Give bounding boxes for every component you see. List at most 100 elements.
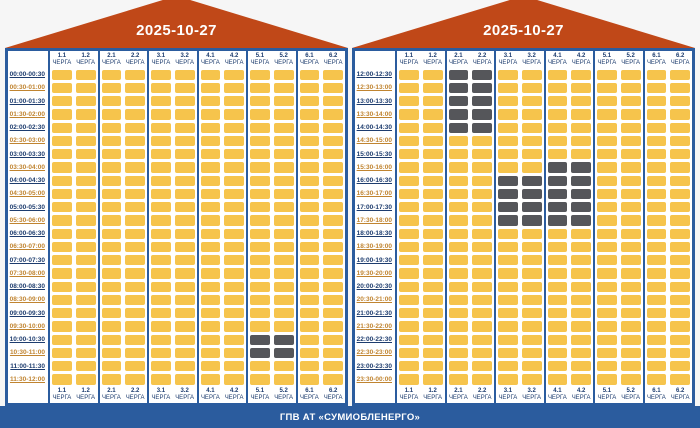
power-cell bbox=[299, 308, 320, 319]
power-cell bbox=[498, 241, 518, 252]
power-cell bbox=[670, 255, 690, 266]
power-cell bbox=[422, 334, 443, 345]
power-cell bbox=[422, 175, 443, 186]
queue-group: 2.1 ЧЕРГА 2.2 ЧЕРГА 2.1 ЧЕРГА 2.2 ЧЕРГА bbox=[444, 51, 495, 403]
schedule-row bbox=[100, 346, 148, 359]
power-cell bbox=[422, 294, 443, 305]
queue-number: 6.2 bbox=[675, 387, 685, 394]
schedule-row bbox=[595, 187, 643, 200]
schedule-row bbox=[149, 134, 197, 147]
power-cell bbox=[75, 215, 96, 226]
power-cell bbox=[399, 294, 419, 305]
outage-cell bbox=[571, 175, 591, 186]
schedule-row bbox=[595, 68, 643, 81]
power-cell bbox=[224, 321, 244, 332]
schedule-row bbox=[149, 333, 197, 346]
schedule-row bbox=[199, 134, 247, 147]
power-cell bbox=[101, 268, 122, 279]
power-cell bbox=[250, 202, 270, 213]
outage-cell bbox=[472, 96, 492, 107]
power-cell bbox=[174, 374, 195, 385]
schedule-row bbox=[595, 333, 643, 346]
power-cell bbox=[498, 268, 518, 279]
queue-sublabel: ЧЕРГА bbox=[472, 394, 492, 401]
schedule-row bbox=[248, 346, 296, 359]
schedule-row bbox=[645, 121, 693, 134]
power-cell bbox=[200, 69, 221, 80]
power-cell bbox=[323, 109, 343, 120]
schedule-row bbox=[595, 201, 643, 214]
power-cell bbox=[200, 268, 221, 279]
schedule-row bbox=[397, 95, 445, 108]
schedule-row bbox=[447, 333, 495, 346]
power-cell bbox=[571, 149, 591, 160]
power-cell bbox=[323, 96, 343, 107]
time-label: 08:30-09:00 bbox=[9, 296, 45, 304]
power-cell bbox=[299, 122, 320, 133]
power-cell bbox=[151, 188, 171, 199]
power-cell bbox=[101, 135, 122, 146]
queue-sublabel: ЧЕРГА bbox=[101, 59, 121, 66]
schedule-row bbox=[447, 373, 495, 386]
power-cell bbox=[571, 82, 591, 93]
power-cell bbox=[250, 162, 270, 173]
schedule-row bbox=[645, 293, 693, 306]
power-cell bbox=[620, 321, 641, 332]
power-cell bbox=[273, 135, 294, 146]
power-cell bbox=[597, 361, 617, 372]
power-cell bbox=[547, 228, 568, 239]
schedule-row bbox=[199, 254, 247, 267]
power-cell bbox=[273, 69, 294, 80]
queue-header: 4.2 ЧЕРГА bbox=[569, 386, 593, 403]
queue-header: 6.1 ЧЕРГА bbox=[645, 51, 669, 68]
panels-container: 2025-10-27 00:00-00:30 00:30-01:00 01:00-0… bbox=[5, 0, 695, 406]
power-cell bbox=[597, 149, 617, 160]
schedule-row bbox=[397, 240, 445, 253]
queue-number: 3.1 bbox=[156, 52, 166, 59]
schedule-grid: 12:00-12:30 12:30-13:00 13:00-13:30 13:30-1… bbox=[352, 48, 695, 406]
power-cell bbox=[174, 69, 195, 80]
schedule-row bbox=[496, 81, 544, 94]
power-cell bbox=[224, 96, 244, 107]
time-label: 01:30-02:00 bbox=[9, 110, 45, 118]
queue-header: 2.1 ЧЕРГА bbox=[447, 386, 471, 403]
power-cell bbox=[472, 255, 492, 266]
power-cell bbox=[299, 241, 320, 252]
power-cell bbox=[174, 149, 195, 160]
queue-sublabel: ЧЕРГА bbox=[224, 59, 244, 66]
schedule-row bbox=[199, 148, 247, 161]
queue-header-row-bottom: 1.1 ЧЕРГА 1.2 ЧЕРГА bbox=[397, 386, 445, 403]
queue-header-row-bottom: 1.1 ЧЕРГА 1.2 ЧЕРГА bbox=[50, 386, 98, 403]
queue-number: 1.1 bbox=[57, 52, 67, 59]
power-cell bbox=[125, 255, 145, 266]
schedule-row bbox=[100, 240, 148, 253]
time-label: 21:00-21:30 bbox=[356, 309, 392, 317]
schedule-row bbox=[595, 174, 643, 187]
power-cell bbox=[125, 215, 145, 226]
schedule-row bbox=[397, 333, 445, 346]
time-label: 01:00-01:30 bbox=[9, 97, 45, 105]
schedule-row bbox=[546, 95, 594, 108]
schedule-row bbox=[199, 320, 247, 333]
power-cell bbox=[250, 374, 270, 385]
queue-header: 3.1 ЧЕРГА bbox=[149, 386, 173, 403]
schedule-row bbox=[496, 174, 544, 187]
schedule-row bbox=[397, 81, 445, 94]
queue-sublabel: ЧЕРГА bbox=[125, 59, 145, 66]
power-cell bbox=[646, 82, 667, 93]
queue-header-row-top: 4.1 ЧЕРГА 4.2 ЧЕРГА bbox=[199, 51, 247, 68]
schedule-row bbox=[645, 254, 693, 267]
power-cell bbox=[448, 202, 469, 213]
queue-number: 2.2 bbox=[477, 52, 487, 59]
power-cell bbox=[75, 175, 96, 186]
power-cell bbox=[75, 294, 96, 305]
power-cell bbox=[597, 308, 617, 319]
power-cell bbox=[52, 228, 72, 239]
power-cell bbox=[125, 109, 145, 120]
power-cell bbox=[174, 268, 195, 279]
schedule-row bbox=[496, 227, 544, 240]
power-cell bbox=[547, 374, 568, 385]
power-cell bbox=[521, 69, 542, 80]
power-cell bbox=[646, 308, 667, 319]
power-cell bbox=[597, 135, 617, 146]
